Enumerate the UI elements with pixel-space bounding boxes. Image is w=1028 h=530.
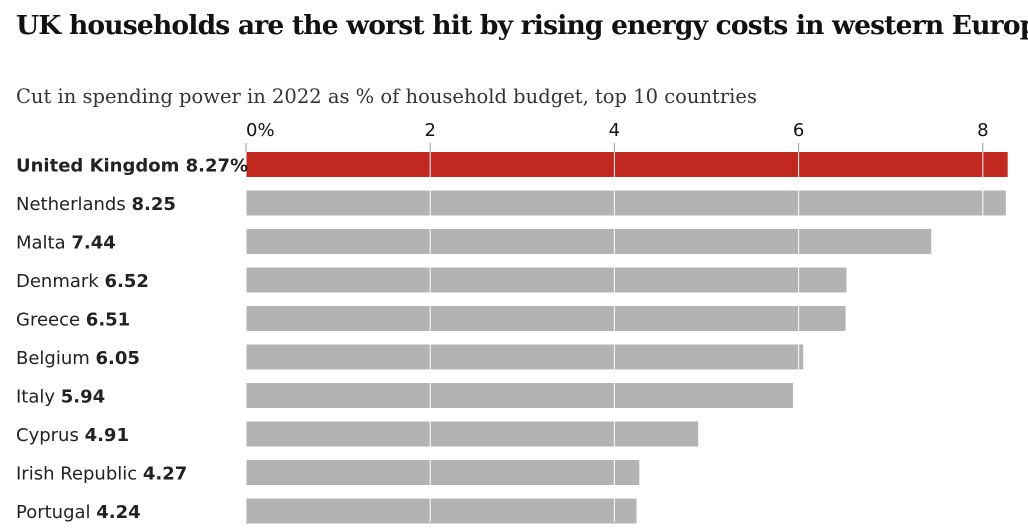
bar-malta — [246, 229, 932, 254]
value-label: 4.24 — [96, 502, 140, 523]
category-name: Italy — [16, 387, 61, 408]
bar-netherlands — [246, 190, 1006, 216]
tick-label-2: 2 — [424, 120, 435, 141]
value-label: 8.25 — [131, 194, 175, 215]
chart-title: UK households are the worst hit by risin… — [16, 10, 1028, 41]
bar-label-malta: Malta 7.44 — [16, 233, 116, 254]
category-name: Belgium — [16, 348, 96, 369]
value-label: 7.44 — [71, 233, 115, 254]
bar-label-portugal: Portugal 4.24 — [16, 502, 141, 523]
value-label: 6.52 — [104, 271, 148, 292]
category-name: Portugal — [16, 502, 96, 523]
bar-label-united-kingdom: United Kingdom 8.27% — [16, 156, 248, 177]
value-label: 6.05 — [96, 348, 140, 369]
bar-label-greece: Greece 6.51 — [16, 310, 130, 331]
chart-subtitle: Cut in spending power in 2022 as % of ho… — [16, 85, 757, 108]
bar-italy — [246, 383, 794, 408]
bar-denmark — [246, 267, 847, 293]
bar-greece — [246, 306, 846, 331]
bars-layer — [246, 152, 1008, 524]
category-name: Netherlands — [16, 194, 131, 215]
category-name: United Kingdom — [16, 156, 186, 177]
tick-label-0: 0% — [246, 120, 275, 141]
value-label: 4.91 — [85, 425, 129, 446]
bar-label-italy: Italy 5.94 — [16, 387, 105, 408]
bar-irish-republic — [246, 460, 640, 485]
gridlines — [245, 147, 984, 522]
bar-belgium — [246, 344, 804, 370]
category-labels: United Kingdom 8.27% Netherlands 8.25 Malt… — [16, 156, 248, 524]
bar-label-irish-republic: Irish Republic 4.27 — [16, 464, 187, 485]
bar-cyprus — [246, 421, 699, 447]
bar-label-denmark: Denmark 6.52 — [16, 271, 149, 292]
category-name: Malta — [16, 233, 71, 254]
bar-united-kingdom — [246, 152, 1008, 177]
bar-label-belgium: Belgium 6.05 — [16, 348, 140, 369]
bar-label-netherlands: Netherlands 8.25 — [16, 194, 176, 215]
category-name: Denmark — [16, 271, 104, 292]
category-name: Cyprus — [16, 425, 85, 446]
value-label: 6.51 — [86, 310, 130, 331]
tick-label-8: 8 — [977, 120, 988, 141]
category-name: Irish Republic — [16, 464, 143, 485]
value-label: 5.94 — [61, 387, 105, 408]
bar-portugal — [246, 498, 637, 524]
tick-label-4: 4 — [609, 120, 620, 141]
tick-label-6: 6 — [793, 120, 804, 141]
bar-label-cyprus: Cyprus 4.91 — [16, 425, 129, 446]
category-name: Greece — [16, 310, 86, 331]
x-axis-ticks: 0% 2 4 6 8 — [245, 120, 989, 152]
value-label: 4.27 — [143, 464, 187, 485]
value-label: 8.27% — [186, 156, 248, 177]
